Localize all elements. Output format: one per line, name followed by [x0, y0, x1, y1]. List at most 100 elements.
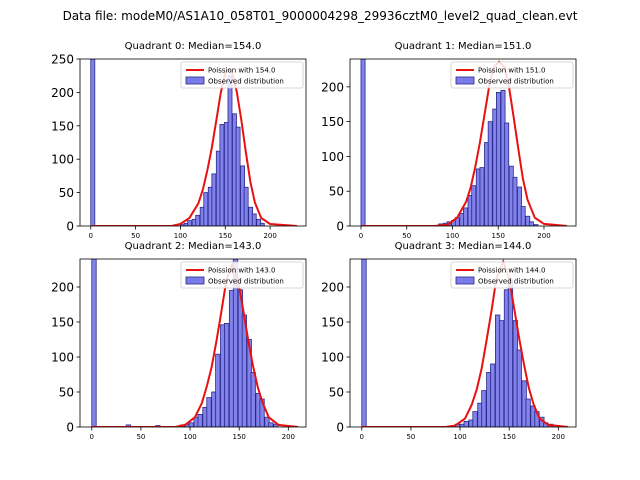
- histogram-bar: [512, 176, 518, 226]
- x-tick-label: 0: [89, 232, 93, 240]
- y-tick-label: 150: [51, 119, 74, 133]
- subplot-grid: Quadrant 0: Median=154.0 0 50 100 150 200 0 50 1…: [51, 41, 577, 441]
- y-tick-label: 50: [59, 386, 74, 400]
- x-tick-label: 100: [446, 232, 459, 240]
- legend-label-observed: Observed distribution: [208, 278, 284, 286]
- legend-box: [450, 61, 574, 89]
- legend-label-observed: Observed distribution: [478, 78, 554, 86]
- y-tick-label: 150: [51, 316, 74, 330]
- plot-area: [361, 259, 569, 427]
- legend-bar-swatch: [455, 76, 475, 85]
- x-tick-label: 50: [402, 232, 411, 240]
- legend: Poission with 144.0 Observed distribution: [450, 261, 574, 289]
- histogram-bar: [504, 122, 510, 226]
- legend-box: [180, 61, 304, 89]
- x-tick-label: 200: [537, 232, 550, 240]
- axes-frame: [79, 258, 307, 428]
- histogram-bar: [481, 390, 487, 427]
- x-tick-label: 200: [282, 433, 295, 441]
- x-tick-label: 50: [406, 433, 415, 441]
- histogram-bar: [507, 279, 514, 427]
- histogram-bar: [243, 186, 249, 226]
- y-tick-label: 150: [321, 316, 344, 330]
- histogram-bar: [251, 213, 257, 226]
- y-tick-label: 200: [51, 281, 74, 295]
- legend-bar-swatch: [185, 276, 205, 285]
- subplot-title: Quadrant 1: Median=151.0: [395, 41, 532, 52]
- x-tick-label: 200: [552, 433, 565, 441]
- y-tick-label: 200: [321, 80, 344, 94]
- subplot-quadrant-3: Quadrant 3: Median=144.0 0 50 100 150 200 0 50 1…: [321, 241, 577, 441]
- legend: Poission with 143.0 Observed distribution: [180, 261, 304, 289]
- histogram-bar: [490, 363, 496, 427]
- legend-bar-swatch: [185, 76, 205, 85]
- poisson-curve: [90, 67, 298, 226]
- legend-label-poisson: Poission with 154.0: [208, 67, 276, 75]
- histogram-bar: [256, 218, 262, 226]
- histogram-bar: [463, 207, 468, 226]
- x-tick-label: 200: [263, 232, 276, 240]
- legend-box: [450, 261, 574, 289]
- legend-label-poisson: Poission with 144.0: [478, 267, 546, 275]
- y-tick-label: 100: [321, 351, 344, 365]
- y-tick-label: 0: [66, 421, 74, 435]
- histogram-bar: [516, 349, 522, 427]
- legend-label-observed: Observed distribution: [478, 278, 554, 286]
- histogram-bar: [195, 214, 201, 226]
- histogram-bar: [487, 121, 493, 226]
- x-tick-label: 0: [90, 433, 94, 441]
- poisson-curve: [91, 261, 299, 427]
- histogram-bar: [259, 222, 265, 226]
- subplot-quadrant-1: Quadrant 1: Median=151.0 0 50 100 150 200 0 50 1…: [321, 41, 577, 240]
- histogram-bar: [528, 221, 534, 226]
- legend-box: [180, 261, 304, 289]
- legend-bar-swatch: [455, 276, 475, 285]
- histogram-bar: [463, 420, 469, 427]
- histogram-bar: [264, 416, 270, 427]
- x-tick-label: 100: [174, 232, 187, 240]
- y-tick-label: 50: [59, 186, 74, 200]
- histogram-bar: [211, 173, 217, 226]
- x-tick-label: 150: [232, 433, 245, 441]
- histogram-bar: [224, 322, 230, 427]
- histogram-bar: [268, 422, 274, 427]
- legend: Poission with 154.0 Observed distribution: [180, 61, 304, 89]
- y-tick-label: 100: [51, 153, 74, 167]
- histogram-bar: [471, 185, 477, 226]
- x-tick-label: 0: [360, 433, 364, 441]
- y-tick-label: 50: [329, 185, 344, 199]
- histogram-bar: [498, 320, 505, 427]
- axes-frame: [349, 58, 577, 227]
- histogram-bar: [472, 411, 478, 427]
- histogram-bar: [533, 224, 539, 226]
- y-tick-label: 100: [321, 150, 344, 164]
- histogram-bar: [520, 206, 526, 226]
- histogram-bar: [250, 371, 256, 427]
- y-tick-label: 100: [51, 351, 74, 365]
- histogram-bar: [215, 353, 221, 427]
- x-tick-label: 0: [359, 232, 363, 240]
- x-tick-label: 150: [502, 433, 515, 441]
- legend-label-poisson: Poission with 151.0: [478, 67, 546, 75]
- axes-frame: [79, 58, 307, 227]
- y-tick-label: 0: [66, 220, 74, 234]
- legend: Poission with 151.0 Observed distribution: [450, 61, 574, 89]
- histogram-bar: [525, 398, 531, 427]
- histogram-bar: [187, 220, 193, 226]
- plot-area: [91, 259, 299, 427]
- x-tick-label: 150: [492, 232, 505, 240]
- histogram-bar: [361, 259, 367, 427]
- x-tick-label: 100: [453, 433, 466, 441]
- histogram-bar: [188, 422, 194, 427]
- subplot-title: Quadrant 2: Median=143.0: [125, 241, 262, 252]
- y-tick-label: 200: [321, 281, 344, 295]
- y-tick-label: 250: [51, 53, 74, 67]
- figure-title: Data file: modeM0/AS1A10_058T01_90000042…: [63, 9, 578, 23]
- subplot-title: Quadrant 3: Median=144.0: [395, 241, 532, 252]
- histogram-bar: [235, 126, 241, 226]
- y-tick-label: 50: [329, 386, 344, 400]
- subplot-quadrant-2: Quadrant 2: Median=143.0 0 50 100 150 200 0 50 1…: [51, 241, 307, 441]
- x-tick-label: 50: [136, 433, 145, 441]
- histogram-bar: [91, 259, 97, 427]
